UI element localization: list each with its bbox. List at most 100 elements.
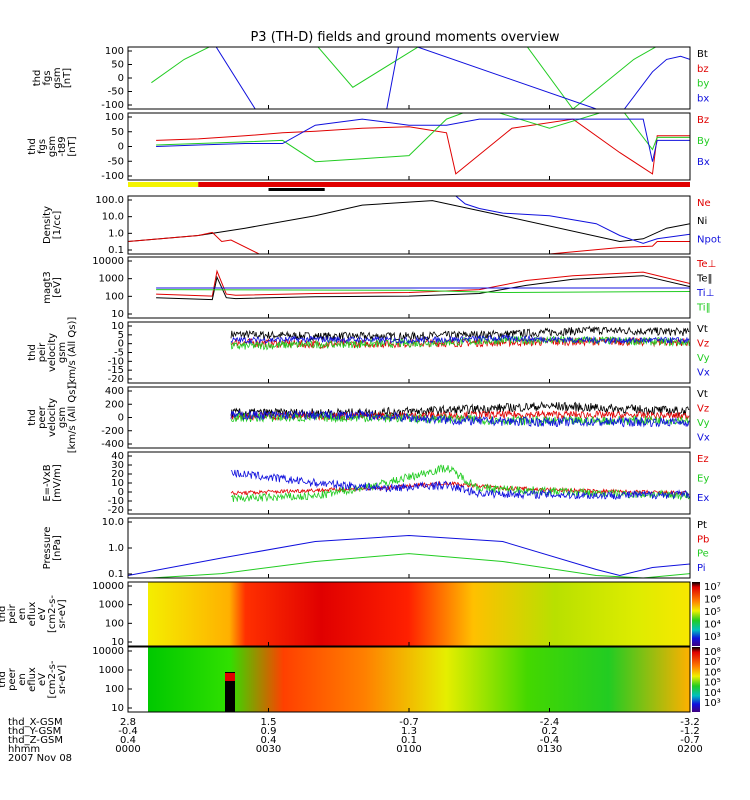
ylabel-line: [km/s (All Qs)] — [67, 382, 78, 454]
series-Ni — [128, 200, 690, 243]
ytick-label: -200 — [101, 426, 124, 437]
ephemeris-label: thd_X-GSM — [8, 717, 63, 728]
ephemeris-value: 0.2 — [542, 726, 558, 737]
ytick-label: 100 — [105, 46, 124, 57]
colorbar-tick: 10⁴ — [704, 688, 721, 699]
panel-frame — [127, 46, 691, 110]
panel-3: Te⊥ Te‖ Ti⊥ Ti‖ 10000 1000 100 10 magt3 [eV] — [42, 256, 716, 320]
ytick-label: 400 — [105, 386, 124, 397]
ylabel-line: [nT] — [62, 68, 73, 88]
series-group — [230, 325, 690, 351]
date-label: 2007 Nov 08 — [8, 753, 72, 764]
series-Ex — [230, 469, 690, 501]
legend-entry: Bx — [697, 157, 710, 168]
legend-entry: bz — [697, 64, 709, 75]
series-group — [128, 196, 690, 254]
ytick-label: 10 — [111, 703, 124, 714]
ytick-label: 100 — [105, 291, 124, 302]
ylabel-line: velocity — [47, 398, 58, 437]
ytick-label: -50 — [108, 156, 124, 167]
ephemeris-value: -0.4 — [118, 726, 138, 737]
ylabel-line: [cm2-s- — [47, 660, 58, 698]
ytick-label: 100 — [105, 684, 124, 695]
colorbar-tick: 10³ — [704, 698, 721, 709]
ephemeris-value: -0.7 — [399, 717, 419, 728]
figure-title: P3 (TH-D) fields and ground moments over… — [250, 30, 559, 45]
legend-entry: bx — [697, 93, 709, 104]
legend-entry: Npot — [697, 234, 721, 245]
legend-entry: Ez — [697, 454, 709, 465]
mode-bar-fast — [198, 182, 690, 187]
series-Vx — [230, 409, 690, 428]
ephemeris-value: 1.5 — [261, 717, 277, 728]
ephemeris-label: thd_Z-GSM — [8, 735, 63, 746]
series-Ne — [128, 231, 690, 254]
ytick-label: 10000 — [92, 581, 124, 592]
series-Pe — [151, 553, 690, 578]
legend-entry: Vx — [697, 368, 710, 379]
ephemeris-value: 0.4 — [120, 735, 136, 746]
ytick-label: -10 — [108, 356, 124, 367]
ephemeris-value: -1.2 — [680, 726, 700, 737]
colorbar — [692, 647, 700, 712]
ylabel-line: thd — [0, 671, 8, 688]
heatmap-spectrogram — [148, 647, 690, 712]
colorbar — [692, 582, 700, 646]
ytick-label: -15 — [108, 365, 124, 376]
ylabel-line: thd — [32, 70, 43, 87]
ephemeris-value: 2.8 — [120, 717, 136, 728]
panel-frame — [127, 517, 691, 579]
ylabel: thd peir en eflux eV [cm2-s-sr-eV] — [0, 595, 68, 633]
panel-1: Bz By Bx 100 50 0 -50 -100 thd fgs gsm -t89 [nT] — [27, 112, 710, 182]
legend-entry: Ey — [697, 473, 709, 484]
legend-entry: Ni — [697, 216, 707, 227]
panel-frame — [127, 321, 691, 384]
ylabel-line: Pressure — [42, 527, 53, 570]
ytick-label: 100.0 — [95, 195, 124, 206]
ytick-label: -10 — [108, 496, 124, 507]
series-By — [156, 113, 690, 163]
ylabel-line: -t89 — [57, 136, 68, 156]
ylabel: thd fgs gsm [nT] — [32, 67, 73, 88]
series-Npot — [455, 196, 690, 244]
heatmap-gap — [225, 672, 235, 712]
legend-entry: Vt — [697, 324, 708, 335]
ephemeris-value: -0.4 — [540, 735, 560, 746]
ytick-label: 1000 — [99, 600, 124, 611]
ytick-label: 10.0 — [102, 517, 124, 528]
ylabel-line: thd — [0, 606, 8, 623]
ytick-label: 5 — [118, 330, 124, 341]
heatmap-spectrogram — [148, 582, 690, 646]
legend-entry: Ne — [697, 198, 711, 209]
mode-bar-burst — [268, 188, 325, 191]
panel-5: Vt Vz Vy Vx 400 200 0 -200 -400 thd peer velocity gs… — [27, 382, 710, 454]
legend-entry: Pt — [697, 520, 707, 531]
ytick-label: -100 — [101, 171, 124, 182]
colorbar-tick: 10⁴ — [704, 620, 721, 631]
ytick-label: -20 — [108, 505, 124, 516]
ytick-label: 0 — [118, 339, 124, 350]
ylabel-line: peir — [7, 603, 18, 623]
ytick-label: 10 — [111, 321, 124, 332]
ylabel-line: peer — [37, 405, 48, 429]
ytick-label: -50 — [108, 87, 124, 98]
ytick-label: 50 — [111, 60, 124, 71]
ylabel-line: E=-VxB — [42, 464, 53, 501]
mode-bar — [128, 182, 690, 191]
legend-entry: Pi — [697, 563, 706, 574]
legend-entry: Pb — [697, 534, 709, 545]
ytick-label: 0 — [118, 413, 124, 424]
ytick-label: 0.1 — [108, 569, 124, 580]
colorbar-tick: 10⁸ — [704, 647, 721, 658]
ytick-label: 1000 — [99, 274, 124, 285]
legend-entry: by — [697, 79, 709, 90]
ephemeris-value: -0.7 — [680, 735, 700, 746]
ylabel: thd peer en eflux eV [cm2-s-sr-eV] — [0, 660, 68, 698]
ylabel-line: peer — [7, 667, 18, 691]
legend-entry: Vt — [697, 389, 708, 400]
ylabel-line: eflux — [27, 602, 38, 627]
ylabel-line: [nPa] — [52, 535, 63, 561]
colorbar-tick: 10⁶ — [704, 595, 721, 606]
